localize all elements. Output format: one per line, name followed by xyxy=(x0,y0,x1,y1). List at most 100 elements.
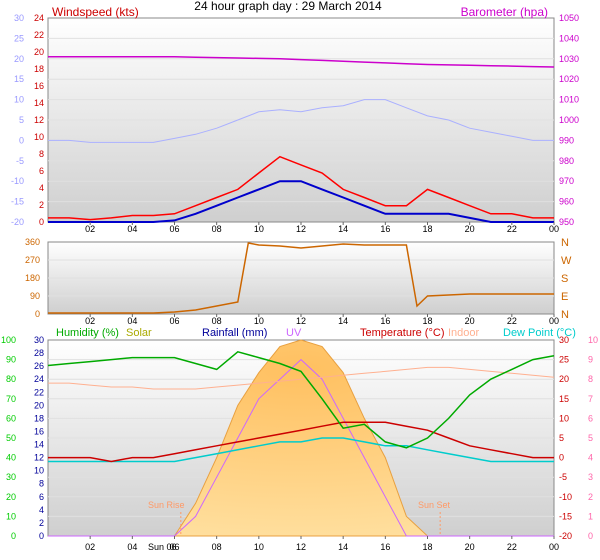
wind-axis-tick: 0 xyxy=(19,135,24,145)
x-tick-label: 16 xyxy=(380,224,390,234)
x-tick-label: 10 xyxy=(254,542,264,552)
page-title: 24 hour graph day : 29 March 2014 xyxy=(194,0,382,13)
x-tick-label: 00 xyxy=(549,316,559,326)
x-tick-label: 22 xyxy=(507,316,517,326)
uv-tick: 9 xyxy=(588,355,593,365)
x-tick-label: 12 xyxy=(296,542,306,552)
x-tick-label: 04 xyxy=(127,542,137,552)
x-tick-label: 20 xyxy=(465,542,475,552)
x-tick-label: 06 xyxy=(169,542,179,552)
wind-axis-tick: -10 xyxy=(11,176,24,186)
wind-inner-tick: 4 xyxy=(39,183,44,193)
temperature-tick: 5 xyxy=(559,433,564,443)
direction-axis-ticks: 0 90 180 270 360 xyxy=(25,237,40,319)
wind-x-ticks: 02 04 06 08 10 12 14 16 18 20 22 00 xyxy=(85,222,559,234)
rain-tick: 20 xyxy=(34,400,44,410)
humidity-tick: 30 xyxy=(6,472,16,482)
humidity-tick: 0 xyxy=(11,531,16,541)
x-tick-label: 08 xyxy=(212,224,222,234)
uv-tick: 5 xyxy=(588,433,593,443)
wind-inner-tick: 24 xyxy=(34,13,44,23)
barometer-tick: 1040 xyxy=(559,33,579,43)
rain-tick: 8 xyxy=(39,479,44,489)
uv-tick: 3 xyxy=(588,472,593,482)
humidity-tick: 70 xyxy=(6,394,16,404)
rain-tick: 2 xyxy=(39,518,44,528)
wind-axis-tick: -20 xyxy=(11,217,24,227)
barometer-tick: 950 xyxy=(559,217,574,227)
x-tick-label: 12 xyxy=(296,224,306,234)
wind-axis-tick: 20 xyxy=(14,54,24,64)
barometer-tick: 1000 xyxy=(559,115,579,125)
compass-letter: S xyxy=(561,273,568,285)
temperature-tick: -5 xyxy=(559,472,567,482)
uv-tick: 10 xyxy=(588,335,598,345)
temperature-label: Temperature (°C) xyxy=(360,327,444,339)
rain-tick: 12 xyxy=(34,453,44,463)
indoor-line xyxy=(48,366,555,390)
rain-tick: 26 xyxy=(34,361,44,371)
barometer-tick: 990 xyxy=(559,135,574,145)
humidity-tick: 50 xyxy=(6,433,16,443)
uv-tick: 0 xyxy=(588,531,593,541)
solar-label: Solar xyxy=(126,327,152,339)
wind-axis-tick: -5 xyxy=(16,156,24,166)
wind-inner-tick: 20 xyxy=(34,47,44,57)
x-tick-label: 02 xyxy=(85,542,95,552)
wind-axis-tick: 5 xyxy=(19,115,24,125)
rain-tick: 18 xyxy=(34,413,44,423)
humidity-tick: 100 xyxy=(1,335,16,345)
x-tick-label: 18 xyxy=(422,542,432,552)
x-tick-label: 06 xyxy=(169,224,179,234)
barometer-tick: 1050 xyxy=(559,13,579,23)
wind-light-line xyxy=(48,99,554,143)
x-tick-label: 20 xyxy=(465,316,475,326)
x-tick-label: 04 xyxy=(127,316,137,326)
humidity-tick: 10 xyxy=(6,511,16,521)
wind-axis-tick: 15 xyxy=(14,74,24,84)
rain-tick: 24 xyxy=(34,374,44,384)
humidity-tick: 80 xyxy=(6,374,16,384)
temperature-tick: 15 xyxy=(559,394,569,404)
wind-axis-tick: 25 xyxy=(14,33,24,43)
temperature-tick: 10 xyxy=(559,413,569,423)
barometer-tick: 1030 xyxy=(559,54,579,64)
x-tick-label: 18 xyxy=(422,224,432,234)
wind-inner-tick: 8 xyxy=(39,149,44,159)
wind-axis-tick: 30 xyxy=(14,13,24,23)
temperature-line xyxy=(48,421,554,463)
temperature-tick: -15 xyxy=(559,511,572,521)
x-tick-label: 04 xyxy=(127,224,137,234)
compass-letter: E xyxy=(561,291,568,303)
x-tick-label: 10 xyxy=(254,316,264,326)
x-tick-label: 16 xyxy=(380,542,390,552)
x-tick-label: 02 xyxy=(85,224,95,234)
temperature-tick: 20 xyxy=(559,374,569,384)
barometer-tick: 970 xyxy=(559,176,574,186)
wind-inner-tick: 18 xyxy=(34,64,44,74)
dew-point-line xyxy=(48,437,554,463)
compass-letter: W xyxy=(561,255,572,267)
wind-inner-tick: 0 xyxy=(39,217,44,227)
uv-axis-ticks: 0 1 2 3 4 5 6 7 8 9 10 xyxy=(588,335,598,541)
x-tick-label: 10 xyxy=(254,224,264,234)
x-tick-label: 22 xyxy=(507,542,517,552)
wind-inner-tick: 10 xyxy=(34,132,44,142)
barometer-tick: 1020 xyxy=(559,74,579,84)
barometer-label: Barometer (hpa) xyxy=(461,5,548,19)
barometer-tick: 960 xyxy=(559,197,574,207)
rainfall-label: Rainfall (mm) xyxy=(202,327,267,339)
wind-axis-tick: 10 xyxy=(14,95,24,105)
wind-direction-line xyxy=(48,242,554,314)
rain-tick: 14 xyxy=(34,440,44,450)
x-tick-label: 20 xyxy=(465,224,475,234)
rain-tick: 16 xyxy=(34,426,44,436)
x-tick-label: 14 xyxy=(338,316,348,326)
wind-inner-tick: 22 xyxy=(34,30,44,40)
wind-inner-tick: 16 xyxy=(34,81,44,91)
compass-letter: N xyxy=(561,309,569,321)
rain-tick: 30 xyxy=(34,335,44,345)
